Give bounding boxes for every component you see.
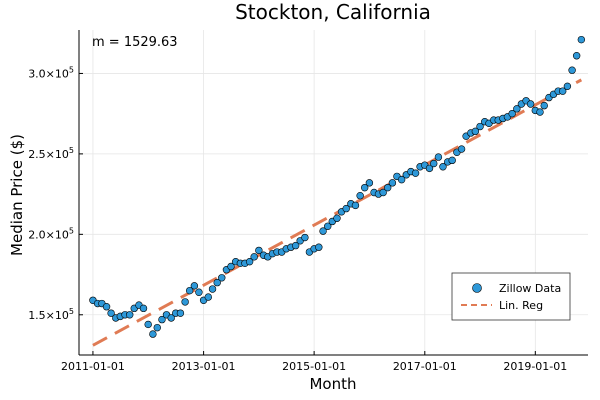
data-point [107,309,115,317]
data-point [167,314,175,322]
data-point [434,153,443,161]
legend-label-regression: Lin. Reg [499,299,543,312]
data-point [204,293,212,301]
data-point [342,204,350,213]
scatter-points [89,35,586,338]
data-point [176,309,185,317]
data-point [153,323,161,332]
data-point [572,52,581,60]
data-point [476,122,484,131]
data-point [208,285,217,293]
slope-annotation: m = 1529.63 [92,35,178,50]
data-point [513,105,521,113]
data-point [315,243,323,251]
y-tick-label: 2.5×105 [28,146,74,161]
x-tick-label: 2017-01-01 [393,360,457,373]
data-point [324,222,332,230]
data-point [195,288,203,296]
data-point [577,35,586,44]
y-tick-label: 2.0×105 [28,226,74,241]
data-point [379,188,387,197]
y-axis-label: Median Price ($) [8,134,26,256]
data-point [333,214,341,222]
data-point [360,183,369,192]
chart-title: Stockton, California [235,0,431,24]
data-point [213,278,221,287]
x-tick-label: 2015-01-01 [282,360,346,373]
data-point [457,145,466,153]
y-ticks: 1.5×105 2.0×105 2.5×105 3.0×105 [28,65,83,322]
data-point [102,303,111,311]
data-point [250,253,258,261]
data-point [144,320,152,329]
x-tick-label: 2019-01-01 [503,360,567,373]
data-point [568,66,576,74]
data-point [291,241,300,250]
data-point [190,282,199,290]
data-point [425,164,434,173]
axes [78,30,588,356]
data-point [559,87,567,95]
data-point [356,192,364,200]
data-point [149,330,157,338]
data-point [388,179,397,187]
data-point [526,100,535,108]
legend-marker-zillow [472,283,482,293]
data-point [536,108,544,116]
data-point [540,101,548,110]
data-point [439,163,447,171]
data-point [218,274,226,282]
x-tick-label: 2013-01-01 [172,360,236,373]
legend: Zillow Data Lin. Reg [451,272,571,321]
data-point [397,175,406,184]
legend-box [451,272,571,321]
data-point [384,183,392,192]
data-point [245,257,254,266]
y-tick-label: 1.5×105 [28,307,74,322]
data-point [181,298,189,306]
data-point [411,169,420,177]
data-point [471,127,480,136]
data-point [139,304,148,313]
data-point [508,109,516,118]
data-point [430,159,438,168]
data-point [301,233,309,242]
data-point [158,315,166,324]
data-point [319,227,327,235]
data-point [448,156,456,165]
data-point [365,179,374,187]
data-point [351,201,360,210]
regression-line [92,78,583,347]
data-point [227,262,235,271]
data-point [185,286,194,295]
x-ticks: 2011-01-01 2013-01-01 2015-01-01 2017-01-01… [61,351,567,373]
regression-line-segment [92,78,583,347]
data-point [126,311,134,319]
x-tick-label: 2011-01-01 [61,360,125,373]
data-point [563,82,572,91]
y-tick-label: 3.0×105 [28,65,74,80]
x-axis-label: Month [309,375,356,393]
legend-label-zillow: Zillow Data [499,282,561,295]
data-point [255,246,263,255]
